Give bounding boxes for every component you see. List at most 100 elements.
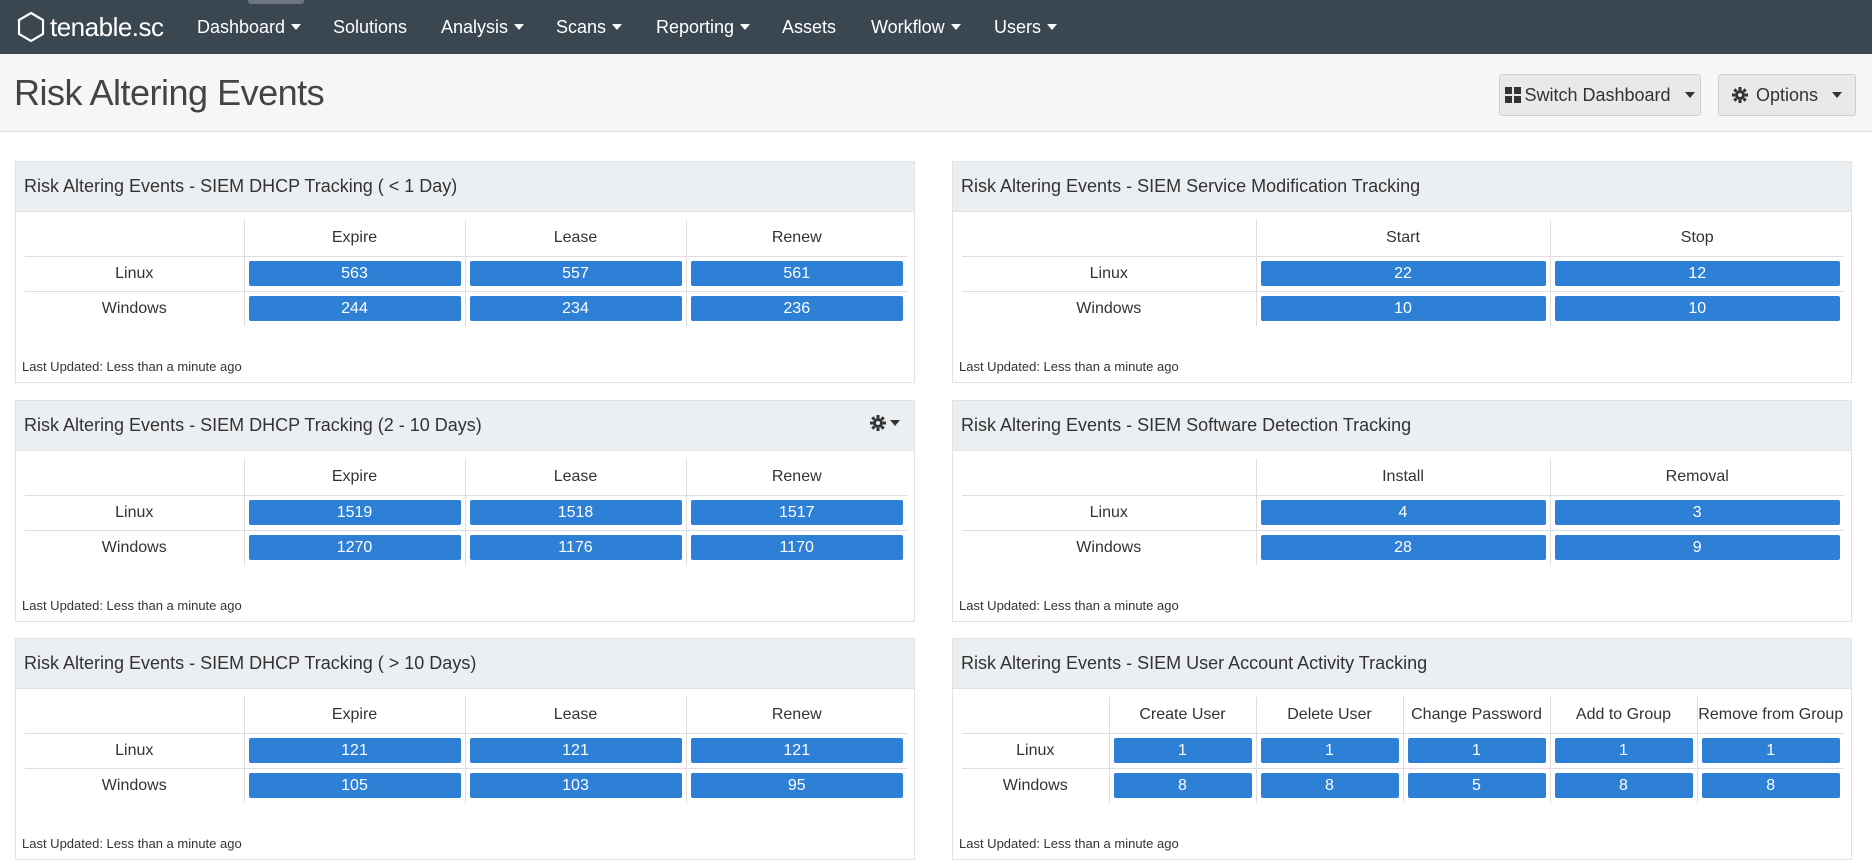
- value-button[interactable]: 121: [248, 738, 461, 763]
- column-header: Lease: [464, 459, 686, 496]
- column-header: Lease: [464, 220, 686, 257]
- caret-down-icon: [740, 24, 751, 30]
- value-button[interactable]: 121: [690, 738, 903, 763]
- value-button[interactable]: 22: [1260, 261, 1546, 286]
- value-button[interactable]: 4: [1260, 500, 1546, 525]
- value-button[interactable]: 1518: [469, 500, 682, 525]
- column-header: Change Password: [1402, 697, 1550, 734]
- caret-down-icon: [1047, 24, 1058, 30]
- value-button[interactable]: 244: [248, 296, 461, 322]
- value-button[interactable]: 5: [1407, 773, 1546, 799]
- value-button[interactable]: 1517: [690, 500, 903, 525]
- panel-user-account-activity: Risk Altering Events - SIEM User Account…: [952, 638, 1852, 860]
- top-navbar: tenable.sc Dashboard Solutions Analysis …: [0, 0, 1872, 54]
- value-button[interactable]: 8: [1554, 773, 1693, 799]
- value-button[interactable]: 10: [1554, 296, 1840, 322]
- column-header: Start: [1255, 220, 1550, 257]
- row-label: Windows: [1076, 538, 1142, 556]
- last-updated: Last Updated: Less than a minute ago: [22, 598, 242, 613]
- value-button[interactable]: 8: [1113, 773, 1252, 799]
- matrix-table: Expire Lease Renew Linux 121 121 121 Win…: [25, 697, 907, 803]
- row-label: Windows: [101, 299, 167, 317]
- tenable-logo[interactable]: tenable.sc: [16, 11, 186, 43]
- panel-dhcp-gt-10-days: Risk Altering Events - SIEM DHCP Trackin…: [15, 638, 915, 860]
- value-button[interactable]: 95: [690, 773, 903, 799]
- value-button[interactable]: 1270: [248, 535, 461, 561]
- corner-cell: [962, 459, 1256, 496]
- value-button[interactable]: 8: [1260, 773, 1399, 799]
- corner-cell: [962, 697, 1109, 734]
- nav-solutions-label: Solutions: [333, 16, 408, 37]
- options-label: Options: [1755, 84, 1819, 105]
- nav-reporting-label: Reporting: [656, 16, 735, 37]
- panel-settings-button[interactable]: [870, 415, 900, 431]
- value-button[interactable]: 28: [1260, 535, 1546, 561]
- value-button[interactable]: 1: [1554, 738, 1693, 763]
- nav-solutions[interactable]: Solutions: [333, 0, 407, 54]
- nav-workflow-label: Workflow: [871, 16, 945, 37]
- value-button[interactable]: 1170: [690, 535, 903, 561]
- column-header: Renew: [685, 220, 907, 257]
- logo-text: tenable.sc: [50, 11, 164, 42]
- column-header: Renew: [685, 697, 907, 734]
- panel-title: Risk Altering Events - SIEM DHCP Trackin…: [24, 653, 477, 673]
- panel-title: Risk Altering Events - SIEM Service Modi…: [961, 176, 1421, 196]
- value-button[interactable]: 8: [1701, 773, 1840, 799]
- value-button[interactable]: 1519: [248, 500, 461, 525]
- caret-down-icon: [514, 24, 525, 30]
- matrix-table: Start Stop Linux 22 12 Windows 10 10: [962, 220, 1844, 326]
- value-button[interactable]: 236: [690, 296, 903, 322]
- panel-title: Risk Altering Events - SIEM DHCP Trackin…: [24, 176, 458, 196]
- nav-assets[interactable]: Assets: [782, 0, 836, 54]
- caret-down-icon: [1832, 92, 1843, 98]
- value-button[interactable]: 234: [469, 296, 682, 322]
- column-header: Expire: [243, 697, 465, 734]
- options-button[interactable]: Options: [1718, 74, 1856, 116]
- switch-dashboard-label: Switch Dashboard: [1524, 84, 1671, 105]
- row-label: Windows: [1076, 299, 1142, 317]
- row-label: Linux: [962, 495, 1256, 531]
- column-header: Delete User: [1255, 697, 1403, 734]
- row-label: Linux: [962, 256, 1256, 292]
- value-button[interactable]: 1176: [469, 535, 682, 561]
- nav-users[interactable]: Users: [994, 0, 1058, 54]
- value-button[interactable]: 1: [1113, 738, 1252, 763]
- value-button[interactable]: 3: [1554, 500, 1840, 525]
- last-updated: Last Updated: Less than a minute ago: [959, 836, 1179, 851]
- nav-assets-label: Assets: [782, 16, 837, 37]
- value-button[interactable]: 9: [1554, 535, 1840, 561]
- panel-title: Risk Altering Events - SIEM DHCP Trackin…: [24, 415, 482, 435]
- value-button[interactable]: 103: [469, 773, 682, 799]
- value-button[interactable]: 1: [1701, 738, 1840, 763]
- switch-dashboard-button[interactable]: Switch Dashboard: [1499, 74, 1701, 116]
- value-button[interactable]: 1: [1260, 738, 1399, 763]
- value-button[interactable]: 12: [1554, 261, 1840, 286]
- panel-title: Risk Altering Events - SIEM Software Det…: [961, 415, 1412, 435]
- matrix-table: Install Removal Linux 4 3 Windows 28 9: [962, 459, 1844, 565]
- nav-scans[interactable]: Scans: [556, 0, 623, 54]
- nav-workflow[interactable]: Workflow: [871, 0, 961, 54]
- nav-tab-indicator: [248, 0, 304, 4]
- last-updated: Last Updated: Less than a minute ago: [22, 836, 242, 851]
- panel-header: Risk Altering Events - SIEM DHCP Trackin…: [16, 401, 914, 451]
- value-button[interactable]: 561: [690, 261, 903, 286]
- column-header: Create User: [1108, 697, 1256, 734]
- column-header: Install: [1255, 459, 1550, 496]
- column-header: Renew: [685, 459, 907, 496]
- value-button[interactable]: 1: [1407, 738, 1546, 763]
- hexagon-logo-icon: [17, 11, 45, 43]
- value-button[interactable]: 121: [469, 738, 682, 763]
- nav-scans-label: Scans: [556, 16, 607, 37]
- nav-reporting[interactable]: Reporting: [656, 0, 751, 54]
- value-button[interactable]: 557: [469, 261, 682, 286]
- nav-analysis[interactable]: Analysis: [441, 0, 525, 54]
- value-button[interactable]: 105: [248, 773, 461, 799]
- corner-cell: [25, 459, 244, 496]
- nav-dashboard-label: Dashboard: [197, 16, 286, 37]
- nav-dashboard[interactable]: Dashboard: [197, 0, 302, 54]
- value-button[interactable]: 10: [1260, 296, 1546, 322]
- value-button[interactable]: 563: [248, 261, 461, 286]
- panel-header: Risk Altering Events - SIEM DHCP Trackin…: [16, 639, 914, 689]
- nav-analysis-label: Analysis: [441, 16, 509, 37]
- column-header: Expire: [243, 220, 465, 257]
